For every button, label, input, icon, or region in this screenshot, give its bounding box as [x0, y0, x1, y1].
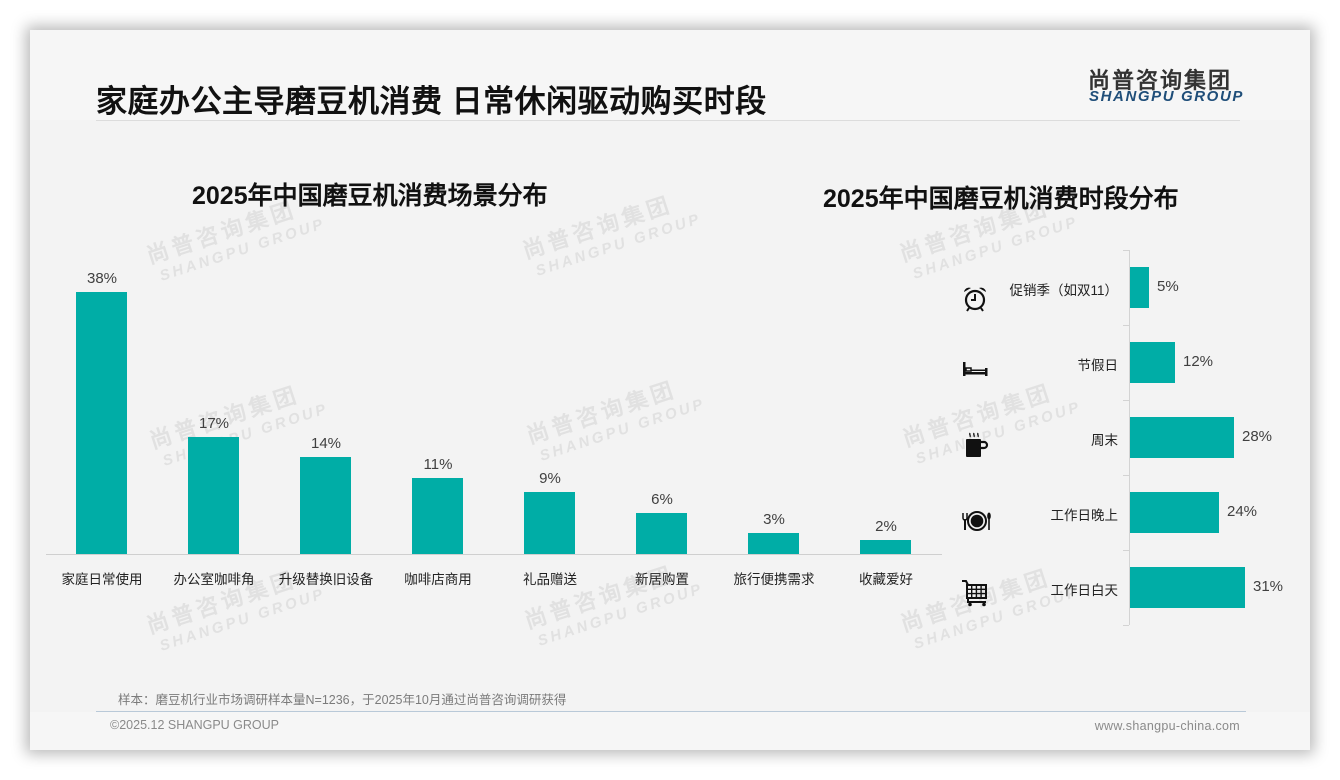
bar-category-label: 工作日晚上 [1050, 508, 1119, 523]
copyright: ©2025.12 SHANGPU GROUP [110, 718, 279, 732]
bar-fill[interactable] [1130, 417, 1234, 458]
column-value-label: 17% [198, 415, 230, 432]
alarm-clock-icon [960, 284, 990, 314]
bar-row: 周末 28% [930, 400, 1300, 475]
watermark-en: SHANGPU GROUP [535, 580, 706, 650]
bar-value-label: 24% [1227, 503, 1258, 520]
column-category-label: 升级替换旧设备 [278, 572, 374, 587]
right-chart-title: 2025年中国磨豆机消费时段分布 [823, 185, 1179, 213]
column-value-label: 2% [875, 518, 897, 535]
plate-cutlery-icon [960, 506, 991, 536]
bar-category-label: 节假日 [1077, 358, 1119, 373]
column-bar[interactable] [412, 478, 463, 554]
bar-category-label: 工作日白天 [1050, 583, 1119, 598]
column-bar[interactable] [300, 457, 351, 554]
y-axis-tick [1123, 625, 1129, 626]
column-value-label: 6% [651, 491, 673, 508]
bar-value-label: 28% [1242, 428, 1273, 445]
y-axis-tick [1123, 475, 1129, 476]
column-item: 9% 礼品赠送 [494, 260, 606, 590]
footer-divider [96, 711, 1246, 712]
column-category-label: 礼品赠送 [523, 572, 577, 587]
column-value-label: 38% [86, 270, 118, 287]
y-axis-tick [1123, 400, 1129, 401]
title-divider [96, 120, 1240, 121]
y-axis-tick [1123, 325, 1129, 326]
logo-cn: 尚普咨询集团 [1088, 68, 1233, 93]
bar-fill[interactable] [1130, 342, 1175, 383]
column-item: 17% 办公室咖啡角 [158, 260, 270, 590]
sample-footnote: 样本：磨豆机行业市场调研样本量N=1236，于2025年10月通过尚普咨询调研获… [118, 693, 567, 707]
bar-category-label: 促销季（如双11） [1009, 283, 1118, 298]
column-item: 6% 新居购置 [606, 260, 718, 590]
website-link[interactable]: www.shangpu-china.com [1094, 719, 1240, 733]
y-axis-line [1129, 250, 1130, 625]
time-distribution-chart: 促销季（如双11） 5% 节假日 12% 周末 28% 工作日晚上 24% 工作日白天 31% [930, 250, 1300, 630]
column-value-label: 3% [763, 511, 785, 528]
logo-en: SHANGPU GROUP [1089, 88, 1244, 105]
y-axis-tick [1123, 550, 1129, 551]
column-bar[interactable] [636, 513, 687, 554]
hot-coffee-cup-icon [960, 430, 990, 460]
scene-distribution-chart: 38% 家庭日常使用 17% 办公室咖啡角 14% 升级替换旧设备 11% 咖啡店商用 9% 礼品… [46, 260, 942, 590]
bar-value-label: 12% [1183, 353, 1214, 370]
column-value-label: 9% [539, 470, 561, 487]
page-title: 家庭办公主导磨豆机消费 日常休闲驱动购买时段 [96, 84, 767, 119]
column-item: 38% 家庭日常使用 [46, 260, 158, 590]
watermark-en: SHANGPU GROUP [157, 585, 328, 655]
bar-value-label: 5% [1157, 278, 1179, 295]
column-item: 2% 收藏爱好 [830, 260, 942, 590]
x-axis-baseline [46, 554, 942, 555]
column-bar[interactable] [76, 292, 127, 554]
column-category-label: 收藏爱好 [859, 572, 913, 587]
column-value-label: 11% [423, 456, 453, 473]
bar-row: 节假日 12% [930, 325, 1300, 400]
column-category-label: 咖啡店商用 [404, 572, 472, 587]
column-item: 3% 旅行便携需求 [718, 260, 830, 590]
column-bar[interactable] [188, 437, 239, 554]
bar-value-label: 31% [1253, 578, 1284, 595]
bar-row: 促销季（如双11） 5% [930, 250, 1300, 325]
bar-row: 工作日白天 31% [930, 550, 1300, 625]
column-category-label: 家庭日常使用 [61, 572, 143, 587]
slide: 家庭办公主导磨豆机消费 日常休闲驱动购买时段 尚普咨询集团 SHANGPU GR… [30, 30, 1310, 750]
y-axis-tick [1123, 250, 1129, 251]
column-item: 11% 咖啡店商用 [382, 260, 494, 590]
column-bar[interactable] [748, 533, 799, 554]
shopping-cart-icon [960, 578, 990, 608]
bar-fill[interactable] [1130, 492, 1219, 533]
bar-category-label: 周末 [1091, 433, 1118, 448]
bar-row: 工作日晚上 24% [930, 475, 1300, 550]
column-category-label: 新居购置 [635, 572, 689, 587]
bar-fill[interactable] [1130, 567, 1245, 608]
column-bar[interactable] [860, 540, 911, 554]
column-item: 14% 升级替换旧设备 [270, 260, 382, 590]
column-value-label: 14% [310, 435, 342, 452]
bed-icon [960, 354, 990, 384]
header-band [30, 30, 1310, 120]
bar-fill[interactable] [1130, 267, 1149, 308]
column-bar[interactable] [524, 492, 575, 554]
left-chart-title: 2025年中国磨豆机消费场景分布 [192, 182, 548, 210]
column-category-label: 旅行便携需求 [733, 572, 815, 587]
footer-band [30, 712, 1310, 750]
column-category-label: 办公室咖啡角 [173, 572, 255, 587]
